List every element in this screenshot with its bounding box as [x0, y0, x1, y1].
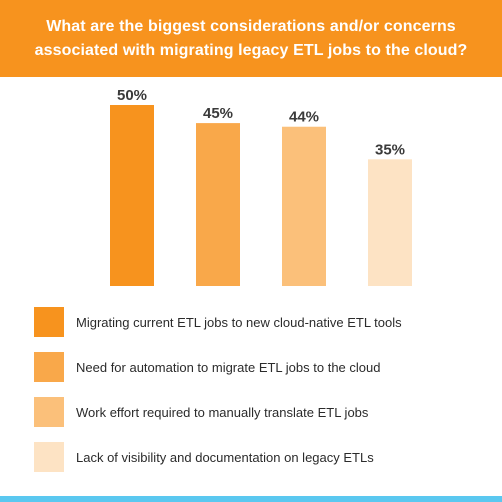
- legend-item: Migrating current ETL jobs to new cloud-…: [34, 306, 484, 338]
- chart-title: What are the biggest considerations and/…: [34, 17, 468, 59]
- chart-header: What are the biggest considerations and/…: [0, 0, 502, 77]
- legend-item: Work effort required to manually transla…: [34, 396, 484, 428]
- bar-value-label: 45%: [203, 105, 233, 122]
- bar-chart: 50% 45% 44% 35%: [0, 77, 502, 290]
- footer-accent-bar: [0, 496, 502, 502]
- legend-swatch: [34, 442, 64, 472]
- legend-label: Migrating current ETL jobs to new cloud-…: [76, 314, 402, 330]
- legend-swatch: [34, 397, 64, 427]
- legend-item: Lack of visibility and documentation on …: [34, 441, 484, 473]
- legend-item: Need for automation to migrate ETL jobs …: [34, 351, 484, 383]
- legend-label: Work effort required to manually transla…: [76, 404, 369, 420]
- legend-swatch: [34, 352, 64, 382]
- bar-value-label: 50%: [117, 87, 147, 104]
- bar: [282, 126, 326, 286]
- legend-label: Need for automation to migrate ETL jobs …: [76, 359, 381, 375]
- bar-value-label: 44%: [289, 109, 319, 126]
- legend-swatch: [34, 307, 64, 337]
- bar-value-label: 35%: [375, 141, 405, 158]
- bar-chart-svg: 50% 45% 44% 35%: [110, 87, 412, 286]
- bar: [110, 105, 154, 286]
- chart-legend: Migrating current ETL jobs to new cloud-…: [34, 306, 484, 486]
- bar: [196, 123, 240, 286]
- legend-label: Lack of visibility and documentation on …: [76, 449, 374, 465]
- bar: [368, 159, 412, 286]
